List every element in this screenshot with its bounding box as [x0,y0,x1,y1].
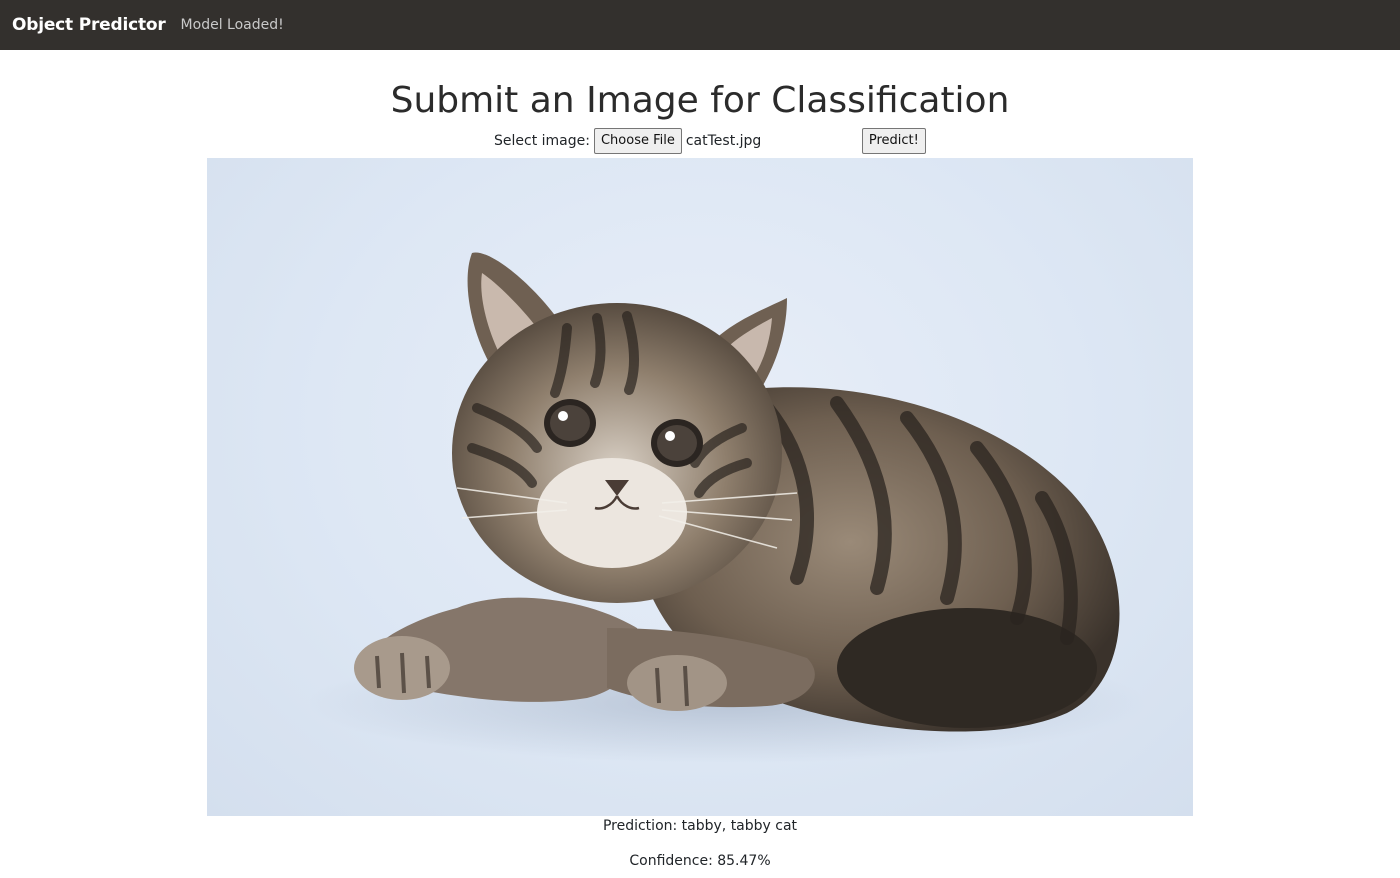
page-title: Submit an Image for Classification [390,80,1010,121]
prediction-text: Prediction: tabby, tabby cat [602,818,798,834]
selected-file-name: catTest.jpg [685,133,762,149]
select-image-label: Select image: [494,133,590,149]
uploaded-image-preview [207,158,1193,816]
confidence-text: Confidence: 85.47% [629,853,771,869]
upload-form: Select image: Choose File catTest.jpg Pr… [494,128,926,154]
brand-title[interactable]: Object Predictor [12,15,166,35]
navbar: Object Predictor Model Loaded! [0,0,1400,50]
model-status: Model Loaded! [180,17,284,33]
kitten-illustration [307,252,1147,763]
predict-button[interactable]: Predict! [861,128,926,154]
choose-file-button[interactable]: Choose File [593,128,682,154]
